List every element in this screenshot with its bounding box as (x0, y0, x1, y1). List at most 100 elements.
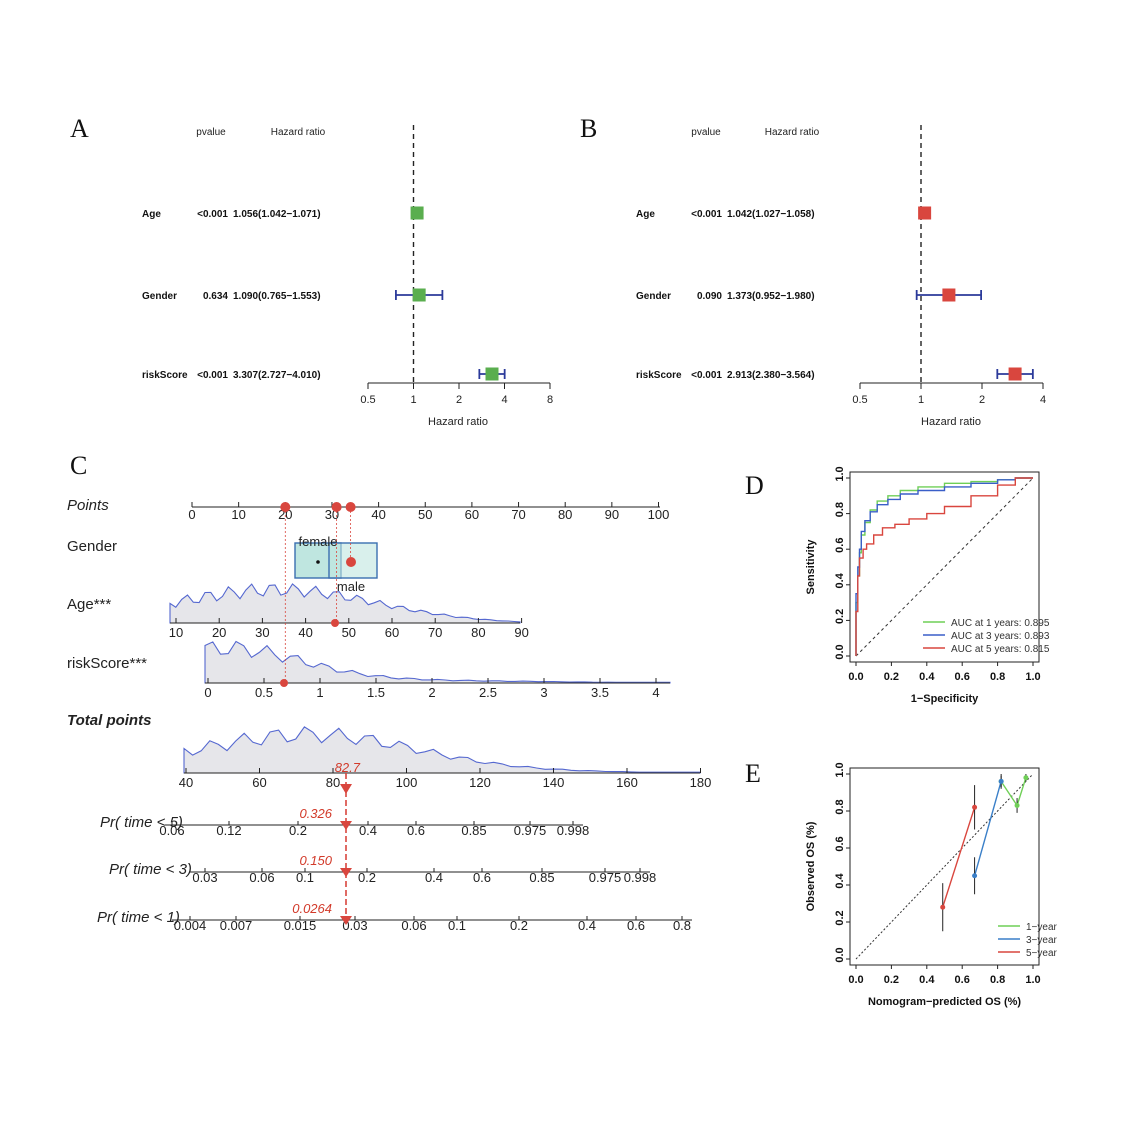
panel-letter-b: B (580, 114, 597, 143)
points-tick-label: 60 (465, 507, 479, 522)
x-tick-label: 0.5 (852, 394, 867, 406)
diagonal-reference (855, 773, 1034, 960)
panel-letter-c: C (70, 451, 87, 480)
row-label: Age (142, 209, 161, 220)
prob-tick-label: 0.007 (220, 918, 253, 933)
calibration-plot-e: 0.00.0 0.2 0.2 0.4 0.4 0.6 0.6 0.8 0.8 1.0 1.0 Nomo… (805, 762, 1058, 1008)
prob-tick-label: 0.1 (448, 918, 466, 933)
y-tick-label: 1.0 (834, 762, 846, 777)
row-pvalue: <0.001 (691, 370, 722, 381)
x-tick-label: 0.4 (919, 671, 935, 683)
panel-letter-d: D (745, 471, 764, 500)
age-tick-label: 80 (471, 625, 485, 640)
y-axis-label: Observed OS (%) (805, 821, 817, 911)
points-tick-label: 80 (558, 507, 572, 522)
prob-tick-label: 0.6 (407, 823, 425, 838)
points-tick-label: 50 (418, 507, 432, 522)
x-axis-label: 1−Specificity (911, 693, 979, 705)
prob-tick-label: 0.03 (342, 918, 367, 933)
gender-level-female: female (298, 534, 337, 549)
hr-box (942, 288, 956, 302)
legend-label: AUC at 1 years: 0.895 (951, 618, 1050, 629)
y-tick-label: 0.2 (834, 910, 846, 925)
prob-tick-label: 0.12 (216, 823, 241, 838)
riskscore-selected-point (280, 679, 288, 687)
prob-tick-label: 0.015 (284, 918, 317, 933)
legend-label: AUC at 3 years: 0.893 (951, 631, 1050, 642)
pvalue-header: pvalue (691, 127, 721, 138)
riskscore-tick-label: 2 (428, 685, 435, 700)
x-tick-label: 4 (1040, 394, 1046, 406)
age-selected-point (331, 619, 339, 627)
prob-tick-label: 0.85 (529, 870, 554, 885)
hr-box (918, 206, 932, 220)
y-tick-label: 0.8 (834, 799, 846, 814)
x-tick-label: 1 (410, 394, 416, 406)
age-tick-label: 50 (342, 625, 356, 640)
hr-header: Hazard ratio (271, 127, 326, 138)
row-hr-text: 3.307(2.727−4.010) (233, 370, 321, 381)
prob-row-label: Pr( time < 1) (97, 909, 180, 926)
age-label: Age*** (67, 596, 111, 613)
row-hr-text: 1.042(1.027−1.058) (727, 209, 815, 220)
y-axis-label: Sensitivity (805, 539, 817, 595)
points-tick-label: 90 (605, 507, 619, 522)
prob-tick-label: 0.1 (296, 870, 314, 885)
age-tick-label: 70 (428, 625, 442, 640)
legend-label: 5−year (1026, 948, 1058, 959)
row-label: Gender (142, 291, 177, 302)
x-tick-label: 1.0 (1025, 671, 1040, 683)
series-point (1014, 802, 1020, 808)
gender-label: Gender (67, 538, 117, 555)
prob-tick-label: 0.06 (401, 918, 426, 933)
prob-tick-label: 0.004 (174, 918, 207, 933)
hr-header: Hazard ratio (765, 127, 820, 138)
prob-tick-label: 0.06 (249, 870, 274, 885)
prob-tick-label: 0.4 (578, 918, 596, 933)
total-tick-label: 120 (469, 775, 491, 790)
prob-tick-label: 0.85 (461, 823, 486, 838)
total-tick-label: 80 (326, 775, 340, 790)
riskscore-tick-label: 3.5 (591, 685, 609, 700)
series-line (973, 781, 1002, 876)
prob-marker (340, 916, 352, 925)
prob-tick-label: 0.975 (514, 823, 547, 838)
x-tick-label: 0.5 (360, 394, 375, 406)
x-tick-label: 0.2 (884, 671, 899, 683)
riskscore-tick-label: 4 (652, 685, 659, 700)
x-tick-label: 2 (456, 394, 462, 406)
x-tick-label: 2 (979, 394, 985, 406)
hr-box (1008, 367, 1022, 381)
prob-value: 0.150 (299, 853, 332, 868)
x-tick-label: 4 (501, 394, 507, 406)
points-tick-label: 10 (231, 507, 245, 522)
gender-female-point (316, 560, 320, 564)
y-tick-label: 0.6 (834, 538, 846, 553)
riskscore-tick-label: 0.5 (255, 685, 273, 700)
hr-box (412, 288, 426, 302)
panel-letter-e: E (745, 759, 761, 788)
points-tick-label: 0 (188, 507, 195, 522)
prob-tick-label: 0.975 (589, 870, 622, 885)
series-line (942, 807, 976, 908)
row-pvalue: <0.001 (197, 209, 228, 220)
total-tick-label: 40 (179, 775, 193, 790)
points-tick-label: 70 (511, 507, 525, 522)
total-tick-label: 60 (252, 775, 266, 790)
prob-row-label: Pr( time < 3) (109, 861, 192, 878)
total-tick-label: 180 (690, 775, 712, 790)
x-tick-label: 0.0 (848, 671, 863, 683)
riskscore-label: riskScore*** (67, 655, 147, 672)
series-point (940, 904, 946, 910)
series-line (855, 477, 1033, 656)
y-tick-label: 0.2 (834, 609, 846, 624)
series-point (998, 778, 1004, 784)
y-tick-label: 0.0 (834, 644, 846, 659)
age-tick-label: 60 (385, 625, 399, 640)
hr-box (410, 206, 424, 220)
age-tick-label: 40 (298, 625, 312, 640)
points-tick-label: 20 (278, 507, 292, 522)
x-tick-label: 1.0 (1025, 974, 1040, 986)
age-density (169, 583, 521, 624)
x-axis-label: Nomogram−predicted OS (%) (868, 996, 1021, 1008)
